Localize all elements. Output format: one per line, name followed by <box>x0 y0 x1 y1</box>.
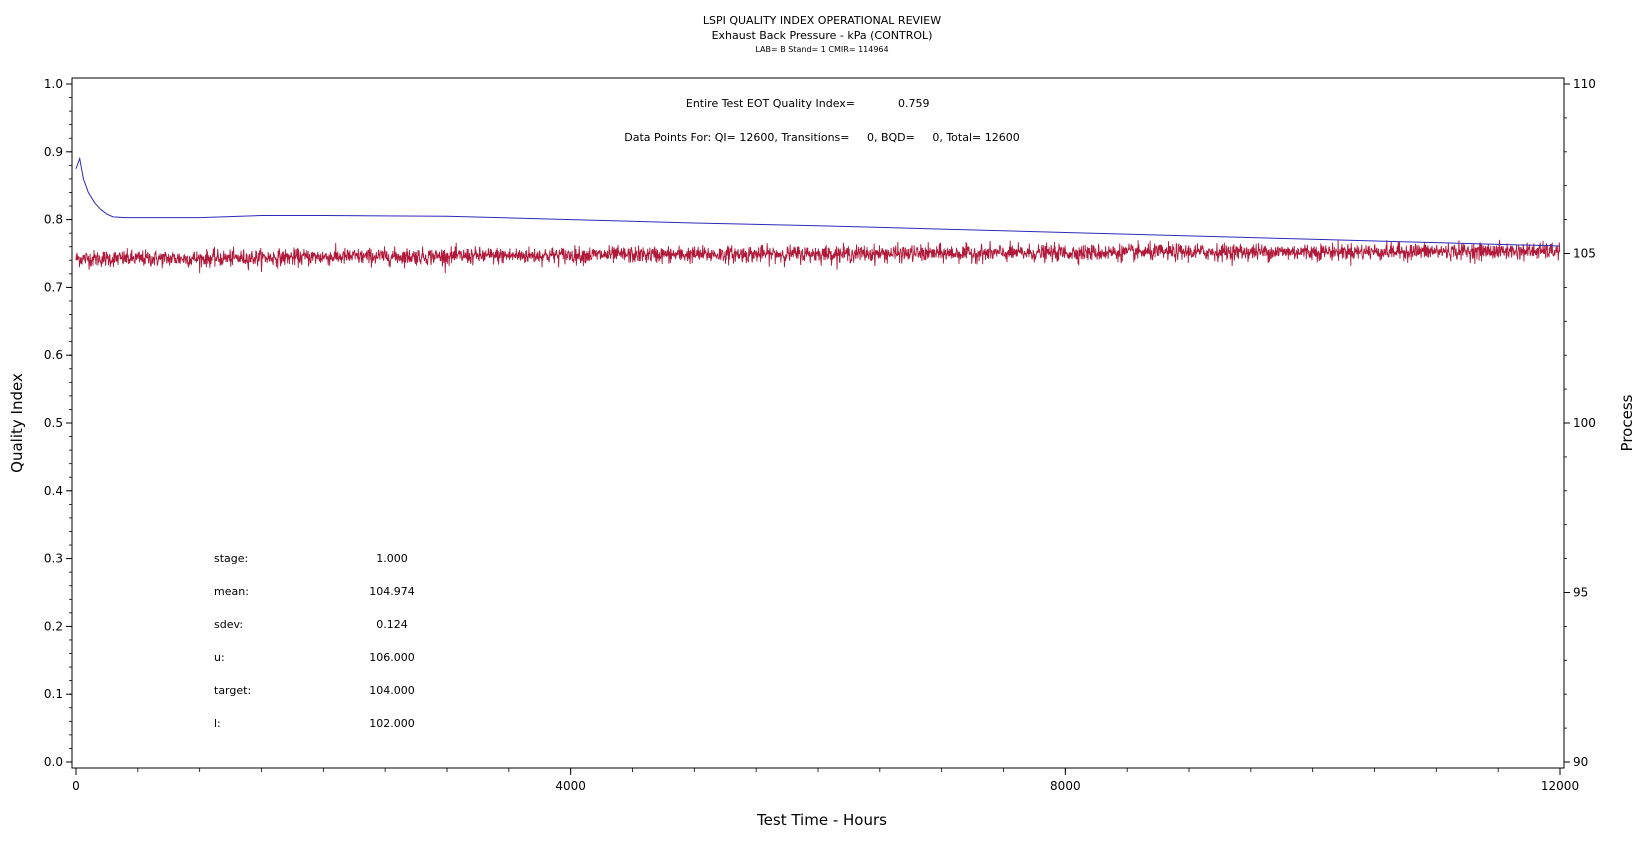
y-left-tick-label: 0.9 <box>44 145 63 159</box>
y-left-tick-label: 0.6 <box>44 348 63 362</box>
y-left-tick-label: 0.1 <box>44 687 63 701</box>
stat-label: u: <box>214 651 225 664</box>
chart-title: LSPI QUALITY INDEX OPERATIONAL REVIEW <box>703 14 941 27</box>
chart-subtitle: Exhaust Back Pressure - kPa (CONTROL) <box>712 29 933 42</box>
chart-subtitle-lab: LAB= B Stand= 1 CMIR= 114964 <box>755 45 888 54</box>
y-left-tick-label: 0.2 <box>44 619 63 633</box>
stat-value: 104.974 <box>369 585 415 598</box>
y-left-tick-label: 0.3 <box>44 552 63 566</box>
data-points-line: Data Points For: QI= 12600, Transitions=… <box>624 131 1019 144</box>
x-tick-label: 8000 <box>1050 779 1081 793</box>
y-right-tick-label: 105 <box>1573 247 1596 261</box>
y-left-tick-label: 0.8 <box>44 213 63 227</box>
y-left-tick-label: 0.7 <box>44 280 63 294</box>
x-axis: 0 4000 8000 12000 <box>72 768 1579 793</box>
stat-label: sdev: <box>214 618 243 631</box>
x-axis-label: Test Time - Hours <box>756 811 887 829</box>
y-left-tick-label: 0.5 <box>44 416 63 430</box>
x-tick-label: 0 <box>72 779 80 793</box>
stat-value: 1.000 <box>376 552 408 565</box>
y-left-tick-label: 0.4 <box>44 484 63 498</box>
stat-value: 0.124 <box>376 618 408 631</box>
y-left-tick-label: 0.0 <box>44 755 63 769</box>
y-axis-label-right: Process <box>1618 394 1636 451</box>
y-left-tick-label: 1.0 <box>44 77 63 91</box>
stat-label: stage: <box>214 552 248 565</box>
stat-label: mean: <box>214 585 249 598</box>
stat-value: 102.000 <box>369 717 415 730</box>
quality-index-series-line <box>75 156 1561 247</box>
x-tick-label: 4000 <box>555 779 586 793</box>
y-axis-label-left: Quality Index <box>8 373 26 473</box>
x-tick-label: 12000 <box>1541 779 1579 793</box>
eot-label: Entire Test EOT Quality Index= <box>686 97 855 110</box>
y-right-tick-label: 95 <box>1573 586 1588 600</box>
stats-block: stage: 1.000 mean: 104.974 sdev: 0.124 u: 106.0… <box>214 552 415 730</box>
stat-value: 104.000 <box>369 684 415 697</box>
right-axis: 90 95 100 105 110 <box>1564 77 1596 769</box>
plot-frame <box>71 77 1565 769</box>
stat-label: l: <box>214 717 221 730</box>
y-right-tick-label: 100 <box>1573 416 1596 430</box>
stat-label: target: <box>214 684 251 697</box>
y-right-tick-label: 110 <box>1573 77 1596 91</box>
y-right-tick-label: 90 <box>1573 755 1588 769</box>
stat-value: 106.000 <box>369 651 415 664</box>
eot-value: 0.759 <box>898 97 930 110</box>
series-layer <box>75 156 1561 274</box>
process-series-line <box>75 239 1561 274</box>
left-axis: 0.0 0.1 0.2 0.3 0.4 0.5 0.6 0.7 0.8 0.9 1.0 <box>44 77 72 769</box>
